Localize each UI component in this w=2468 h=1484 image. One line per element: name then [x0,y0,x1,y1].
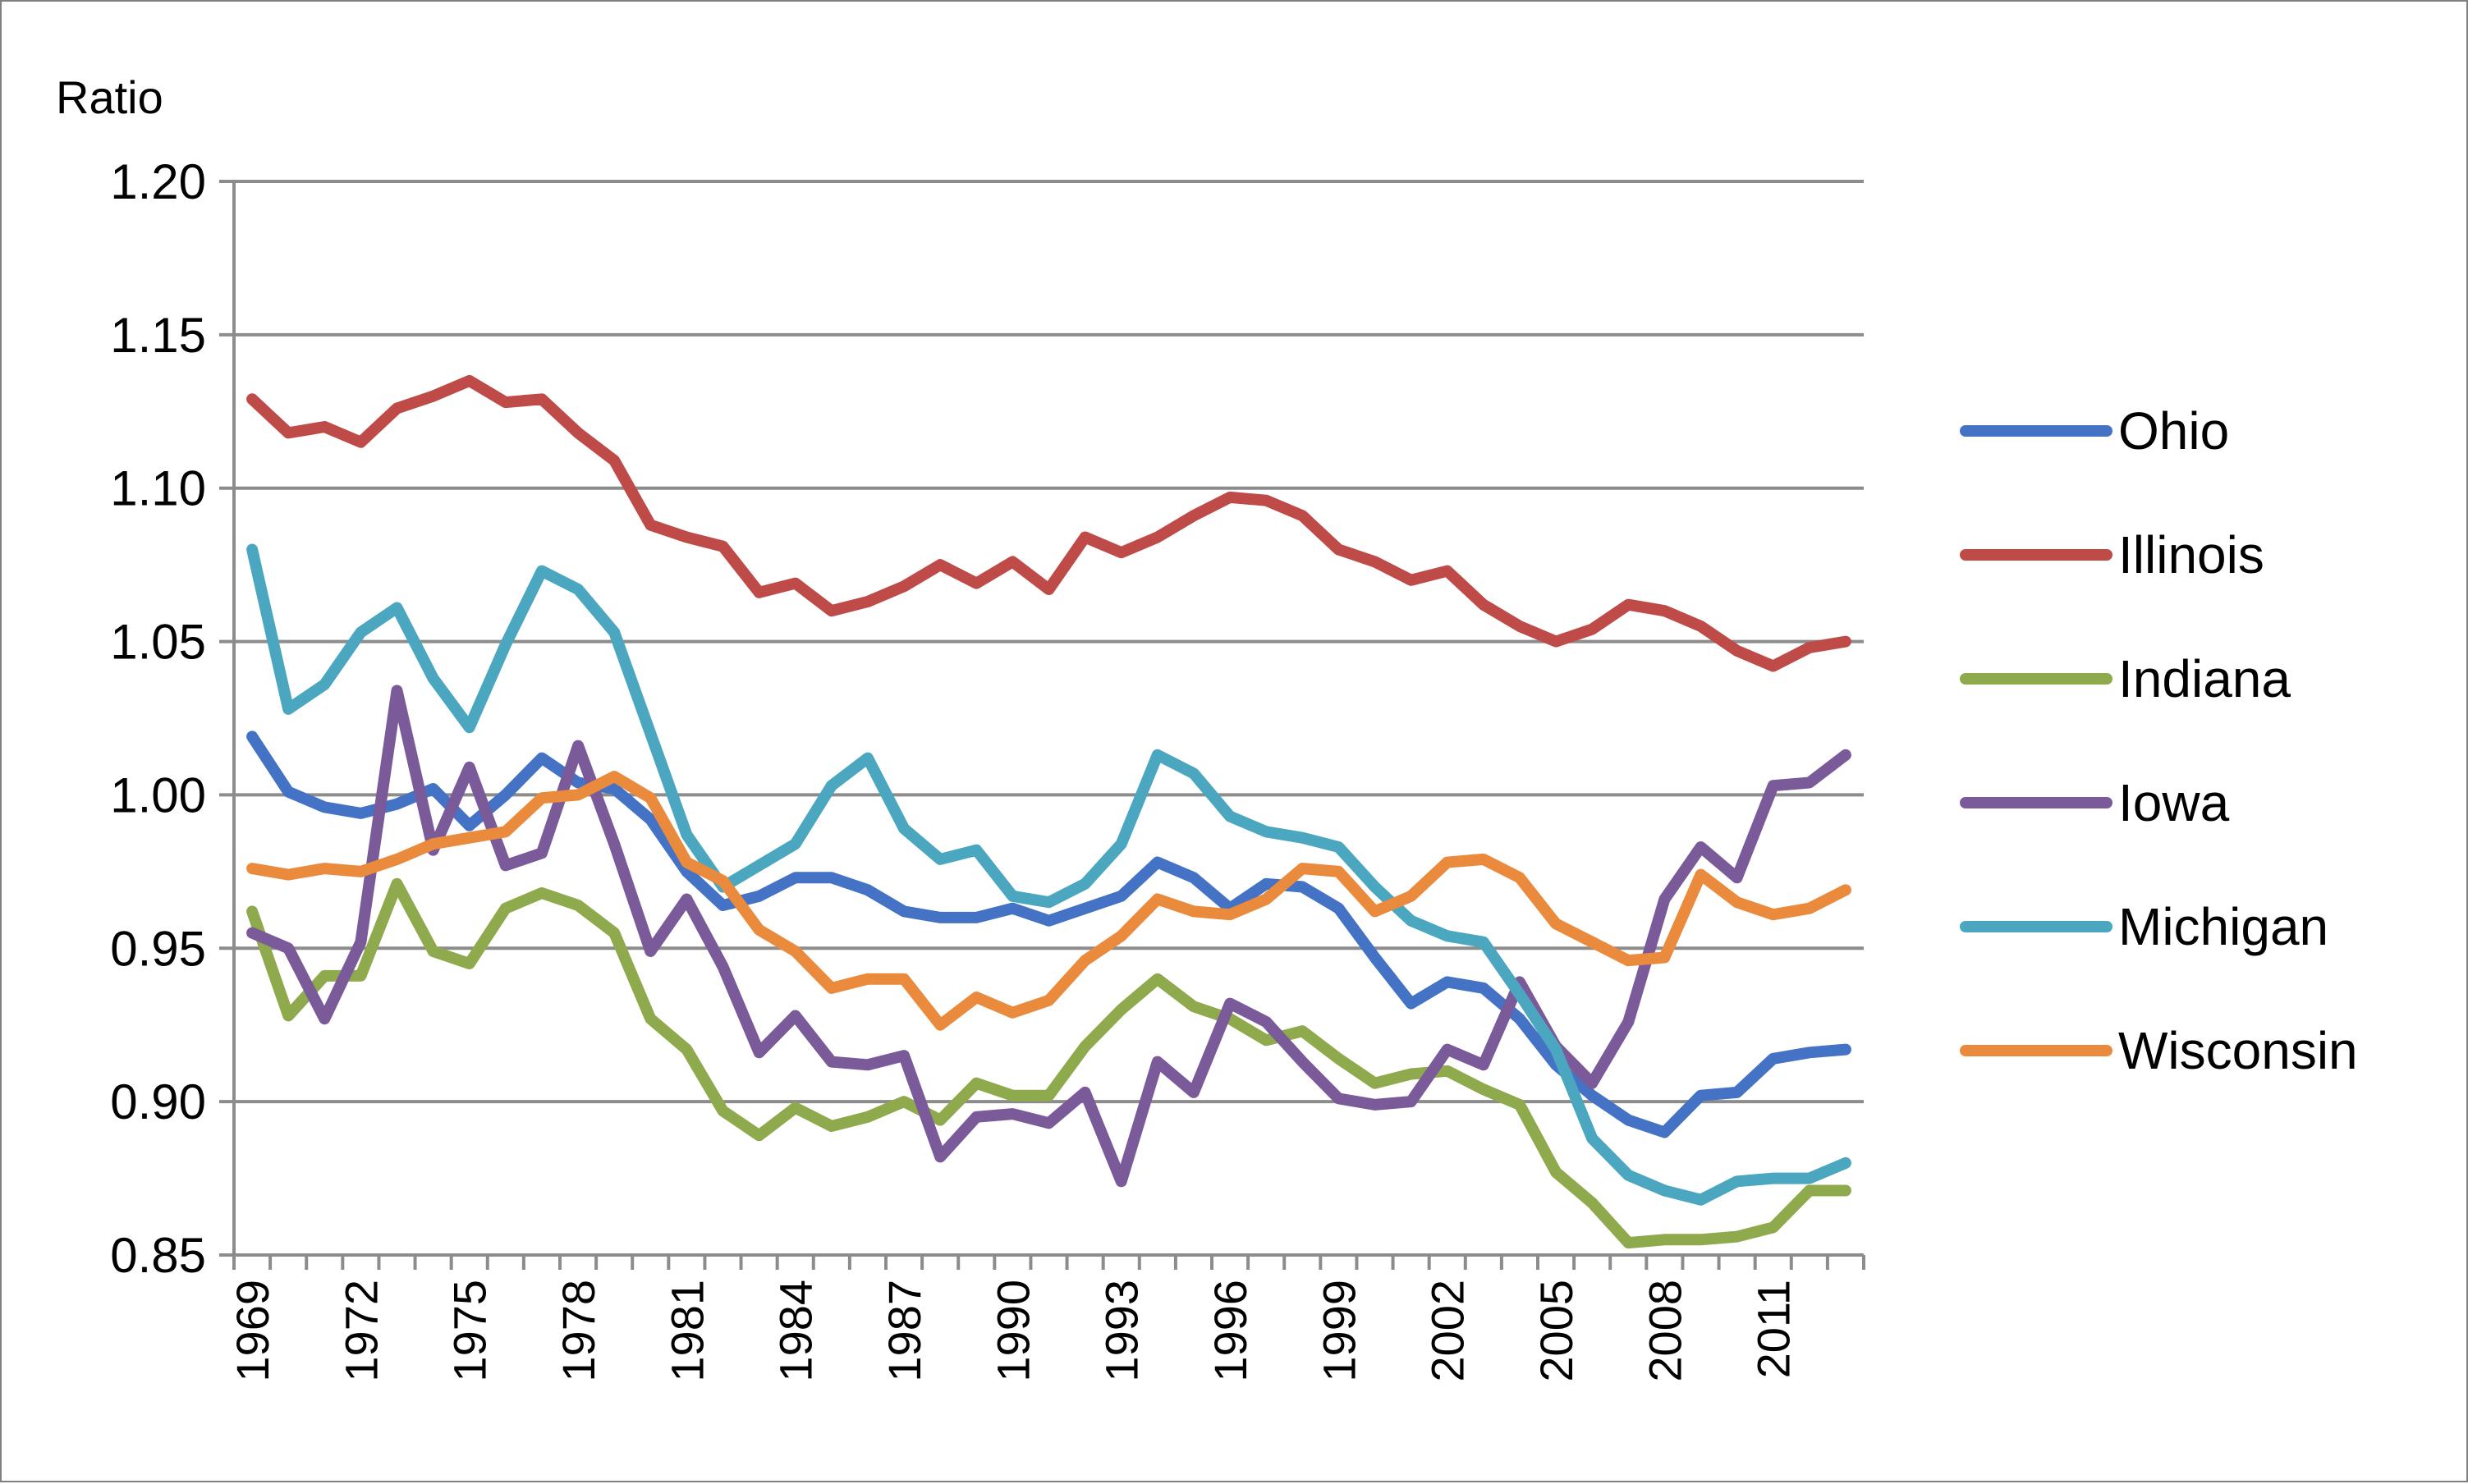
y-tick-label: 1.00 [110,767,206,822]
series-line-wisconsin [246,771,1851,1031]
x-tick-label: 1978 [553,1280,604,1382]
x-tick-label: 1975 [444,1280,496,1382]
legend-label-ohio: Ohio [2118,401,2229,460]
series-line-iowa [246,685,1851,1188]
series-lines [246,374,1851,1249]
x-tick-label: 2011 [1748,1280,1800,1378]
x-tick-label: 1990 [987,1280,1039,1382]
x-tick-label: 1996 [1204,1280,1256,1382]
legend: Ohio Illinois Indiana Iowa Michigan Wisconsin [1960,401,2358,1080]
legend-label-michigan: Michigan [2118,897,2328,956]
axes: 1.20 1.15 1.10 1.05 1.00 0.95 0.90 0.85 1969 1972… [110,154,1865,1382]
y-tick-label: 0.90 [110,1074,206,1129]
series-line-illinois [246,374,1851,672]
legend-label-indiana: Indiana [2118,649,2291,708]
x-tick-label: 1999 [1313,1280,1365,1382]
y-tick-label: 1.05 [110,615,206,670]
legend-label-illinois: Illinois [2118,525,2264,584]
x-tick-label: 2002 [1422,1280,1474,1382]
y-tick-label: 1.10 [110,461,206,516]
gridlines [234,180,1864,1104]
x-tick-label: 2005 [1530,1280,1582,1382]
series-line-ohio [246,731,1851,1138]
x-tick-label: 1972 [335,1280,387,1382]
x-tick-label: 1984 [770,1280,822,1382]
y-axis-title: Ratio [56,71,163,123]
legend-label-wisconsin: Wisconsin [2118,1021,2358,1080]
series-line-indiana [246,877,1851,1249]
y-tick-label: 0.85 [110,1228,206,1283]
y-tick-label: 0.95 [110,921,206,976]
x-tick-label: 2008 [1639,1280,1690,1382]
series-line-michigan [246,543,1851,1206]
y-tick-label: 1.15 [110,308,206,363]
x-tick-label: 1987 [878,1280,930,1382]
y-tick-label: 1.20 [110,154,206,209]
legend-label-iowa: Iowa [2118,773,2230,832]
x-tick-label: 1993 [1096,1280,1148,1382]
x-tick-label: 1969 [227,1280,278,1382]
x-tick-label: 1981 [661,1280,713,1382]
